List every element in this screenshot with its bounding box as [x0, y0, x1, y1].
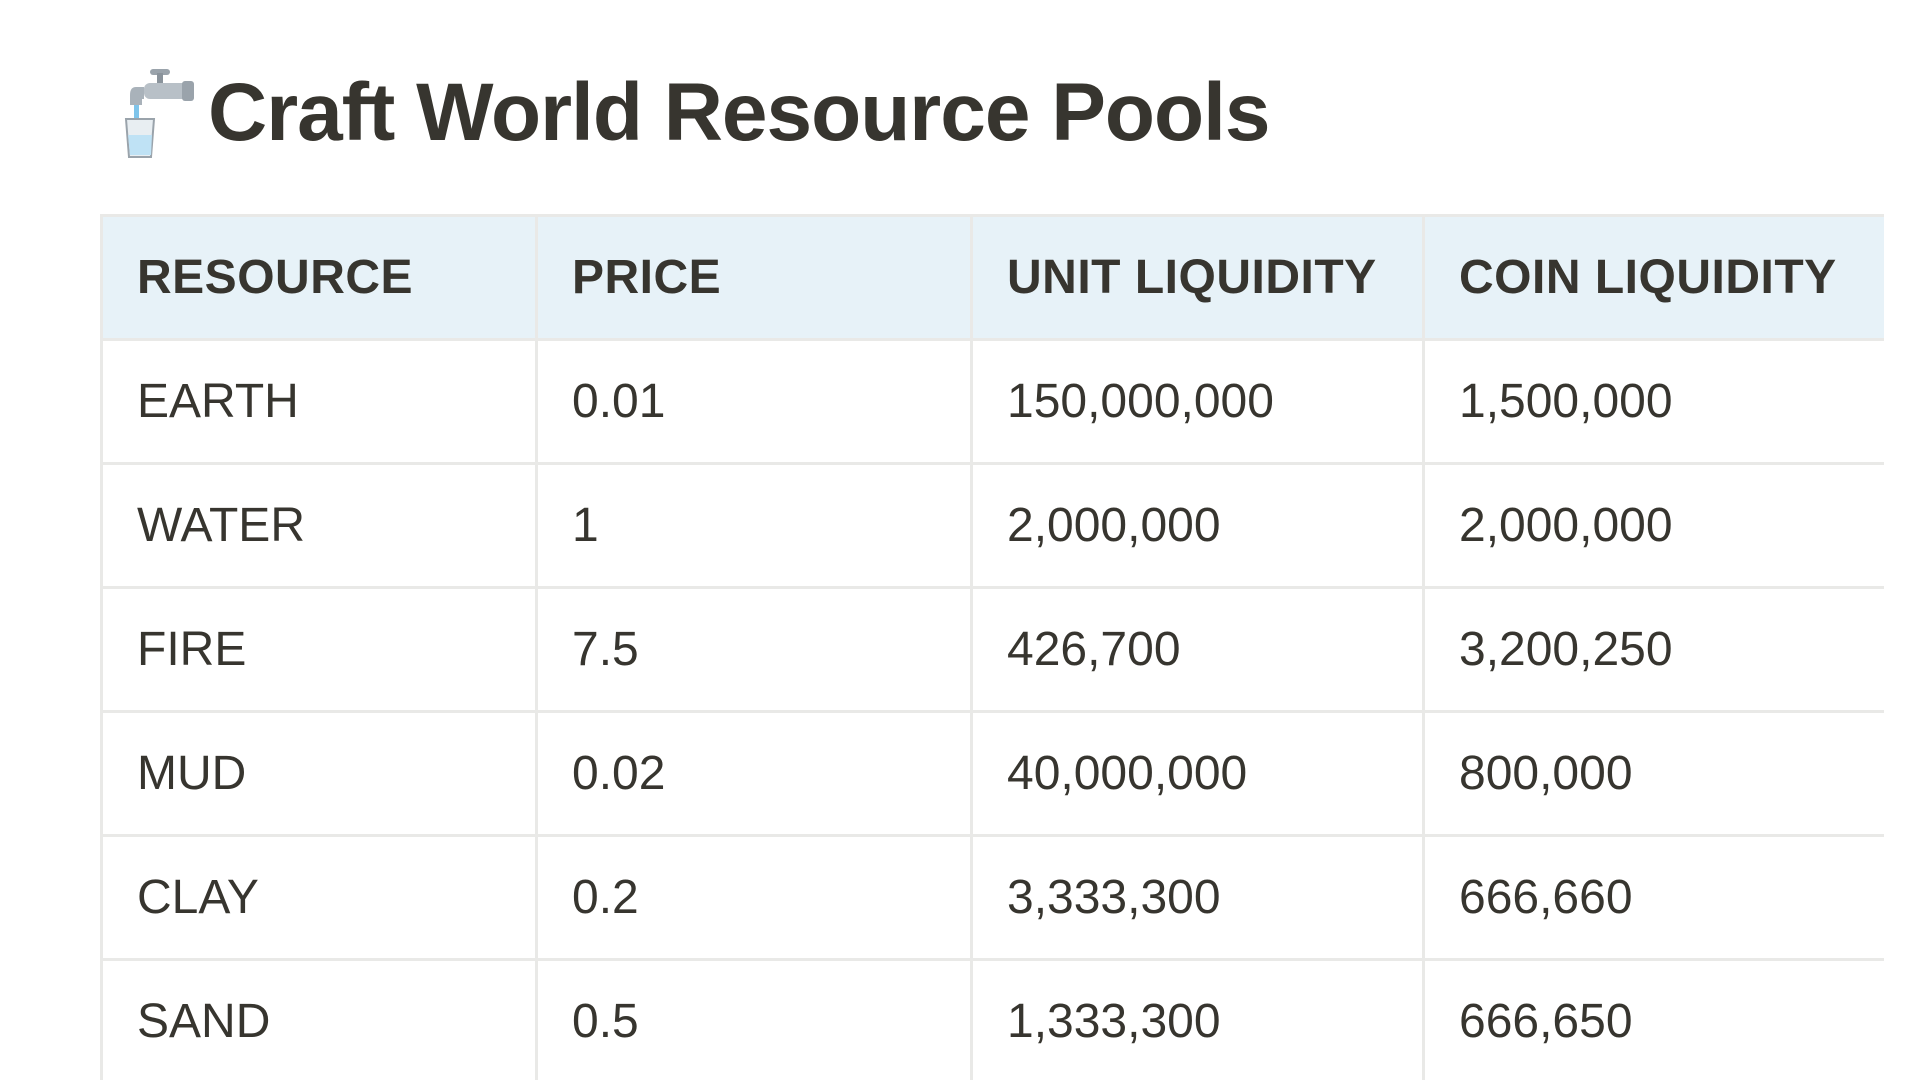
cell-resource[interactable]: SAND	[100, 958, 538, 1080]
cell-price[interactable]: 0.5	[535, 958, 973, 1080]
table-row: SAND 0.5 1,333,300 666,650	[100, 958, 1884, 1080]
cell-unit-liquidity[interactable]: 3,333,300	[970, 834, 1425, 961]
table-row: WATER 1 2,000,000 2,000,000	[100, 462, 1884, 589]
cell-price[interactable]: 0.02	[535, 710, 973, 837]
cell-coin-liquidity[interactable]: 800,000	[1422, 710, 1884, 837]
table-row: CLAY 0.2 3,333,300 666,660	[100, 834, 1884, 961]
cell-price[interactable]: 0.01	[535, 338, 973, 465]
table-row: EARTH 0.01 150,000,000 1,500,000	[100, 338, 1884, 465]
cell-resource[interactable]: MUD	[100, 710, 538, 837]
table-row: MUD 0.02 40,000,000 800,000	[100, 710, 1884, 837]
cell-unit-liquidity[interactable]: 2,000,000	[970, 462, 1425, 589]
cell-price[interactable]: 1	[535, 462, 973, 589]
cell-resource[interactable]: WATER	[100, 462, 538, 589]
resource-pools-table: RESOURCE PRICE UNIT LIQUIDITY COIN LIQUI…	[100, 214, 1884, 1080]
table-header-row: RESOURCE PRICE UNIT LIQUIDITY COIN LIQUI…	[100, 214, 1884, 341]
cell-price[interactable]: 0.2	[535, 834, 973, 961]
resource-pools-table-container: RESOURCE PRICE UNIT LIQUIDITY COIN LIQUI…	[100, 214, 1884, 1080]
cell-resource[interactable]: CLAY	[100, 834, 538, 961]
table-row: FIRE 7.5 426,700 3,200,250	[100, 586, 1884, 713]
cell-unit-liquidity[interactable]: 40,000,000	[970, 710, 1425, 837]
cell-unit-liquidity[interactable]: 1,333,300	[970, 958, 1425, 1080]
cell-resource[interactable]: EARTH	[100, 338, 538, 465]
cell-coin-liquidity[interactable]: 1,500,000	[1422, 338, 1884, 465]
cell-coin-liquidity[interactable]: 2,000,000	[1422, 462, 1884, 589]
column-header-resource[interactable]: RESOURCE	[100, 214, 538, 341]
cell-resource[interactable]: FIRE	[100, 586, 538, 713]
cell-unit-liquidity[interactable]: 150,000,000	[970, 338, 1425, 465]
cell-price[interactable]: 7.5	[535, 586, 973, 713]
cell-coin-liquidity[interactable]: 666,650	[1422, 958, 1884, 1080]
page-header: Craft World Resource Pools	[124, 58, 1270, 168]
cell-coin-liquidity[interactable]: 3,200,250	[1422, 586, 1884, 713]
faucet-with-glass-icon[interactable]	[124, 65, 196, 161]
column-header-coin-liquidity[interactable]: COIN LIQUIDITY	[1422, 214, 1884, 341]
page-title: Craft World Resource Pools	[208, 67, 1270, 158]
cell-coin-liquidity[interactable]: 666,660	[1422, 834, 1884, 961]
column-header-unit-liquidity[interactable]: UNIT LIQUIDITY	[970, 214, 1425, 341]
column-header-price[interactable]: PRICE	[535, 214, 973, 341]
cell-unit-liquidity[interactable]: 426,700	[970, 586, 1425, 713]
